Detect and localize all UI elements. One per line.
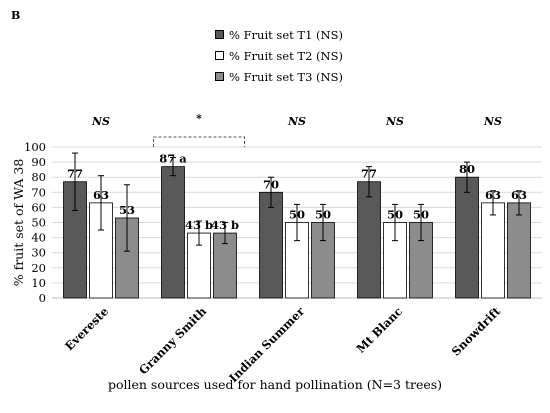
legend: % Fruit set T1 (NS) % Fruit set T2 (NS) … [215,24,343,87]
y-tick-label: 70 [31,185,46,199]
x-tick-label: Evereste [62,304,111,353]
x-tick-label: Indian Summer [226,304,308,386]
significance-bracket [153,136,245,147]
data-label: 77 [361,167,377,181]
y-axis-title: % fruit set of WA 38 [11,159,26,287]
significance-label: * [196,112,202,125]
bar-2 [481,202,505,299]
legend-label-t1: % Fruit set T1 (NS) [229,27,343,42]
y-tick-label: 40 [31,231,46,245]
x-tick-label: Granny Smith [136,304,209,377]
y-tick-label: 50 [31,216,46,230]
y-tick-label: 0 [39,291,46,305]
y-tick-label: 100 [24,140,46,154]
data-label: 63 [485,188,501,202]
data-label: 50 [315,208,331,222]
data-label: 87 a [159,152,187,166]
y-tick-label: 60 [31,200,46,214]
bar-1 [259,191,283,299]
panel-label: B [11,9,21,22]
y-tick-label: 80 [31,170,46,184]
y-tick-label: 30 [31,246,46,260]
significance-label: NS [91,115,110,128]
data-label: 80 [459,162,475,176]
legend-item-t1: % Fruit set T1 (NS) [215,24,343,45]
significance-label: NS [385,115,404,128]
y-tick-label: 90 [31,155,46,169]
y-tick-label: 20 [31,261,46,275]
bar-1 [357,181,381,299]
data-label: 43 b [211,218,239,232]
y-tick-label: 10 [31,276,46,290]
x-tick-label: Mt Blanc [354,304,406,356]
legend-swatch-t1 [215,30,224,39]
bar-1 [161,166,185,299]
legend-swatch-t3 [215,72,224,81]
data-label: 63 [93,188,109,202]
x-axis-title: pollen sources used for hand pollination… [107,377,443,392]
legend-item-t3: % Fruit set T3 (NS) [215,66,343,87]
bar-3 [507,202,531,299]
significance-label: NS [483,115,502,128]
x-tick-label: Snowdrift [449,304,504,359]
data-label: 77 [67,167,83,181]
data-label: 50 [387,208,403,222]
data-label: 43 b [185,218,213,232]
data-label: 70 [263,177,279,191]
legend-swatch-t2 [215,51,224,60]
data-label: 50 [413,208,429,222]
legend-label-t3: % Fruit set T3 (NS) [229,69,343,84]
legend-item-t2: % Fruit set T2 (NS) [215,45,343,66]
significance-label: NS [287,115,306,128]
data-label: 50 [289,208,305,222]
data-label: 53 [119,203,135,217]
data-label: 63 [511,188,527,202]
bar-1 [455,176,479,299]
legend-label-t2: % Fruit set T2 (NS) [229,48,343,63]
